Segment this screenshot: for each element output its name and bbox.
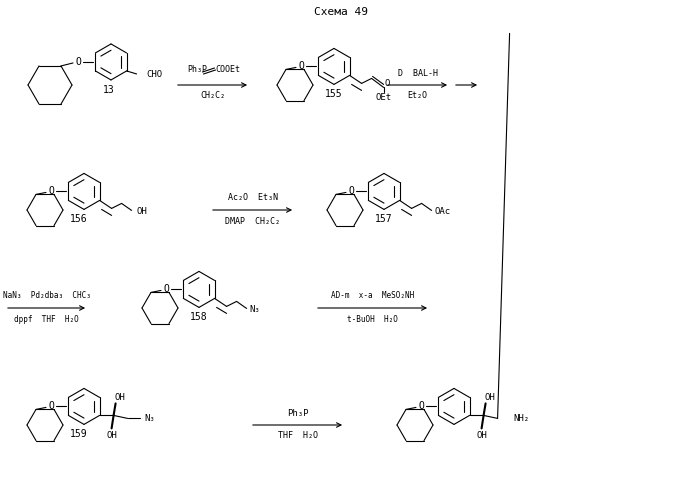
Text: O: O xyxy=(163,284,169,294)
Text: t-BuOH  H₂O: t-BuOH H₂O xyxy=(347,314,398,324)
Text: D  BAL-H: D BAL-H xyxy=(398,68,438,78)
Text: dppf  THF  H₂O: dppf THF H₂O xyxy=(14,314,79,324)
Text: 159: 159 xyxy=(70,430,88,440)
Text: AD-m  x-a  MeSO₂NH: AD-m x-a MeSO₂NH xyxy=(331,292,414,300)
Text: NaN₃  Pd₂dba₃  CHC₃: NaN₃ Pd₂dba₃ CHC₃ xyxy=(3,292,90,300)
Text: OH: OH xyxy=(484,393,495,402)
Text: Ph₃P: Ph₃P xyxy=(287,408,308,418)
Text: O: O xyxy=(298,62,304,72)
Text: CHO: CHO xyxy=(147,70,163,80)
Text: Et₂O: Et₂O xyxy=(408,92,428,100)
Text: N₃: N₃ xyxy=(249,305,260,314)
Text: O: O xyxy=(348,186,354,196)
Text: OEt: OEt xyxy=(376,93,391,102)
Text: 157: 157 xyxy=(375,214,393,224)
Text: O: O xyxy=(385,79,390,88)
Text: CH₂C₂: CH₂C₂ xyxy=(200,90,225,100)
Text: Ac₂O  Et₃N: Ac₂O Et₃N xyxy=(227,192,277,202)
Text: O: O xyxy=(48,186,54,196)
Text: THF  H₂O: THF H₂O xyxy=(277,432,318,440)
Text: 13: 13 xyxy=(103,85,115,95)
Text: OH: OH xyxy=(107,431,117,440)
Text: Ph₃P: Ph₃P xyxy=(188,66,208,74)
Text: 155: 155 xyxy=(325,90,343,100)
Text: O: O xyxy=(75,57,81,67)
Text: OAc: OAc xyxy=(434,207,451,216)
Text: OH: OH xyxy=(136,207,147,216)
Text: 158: 158 xyxy=(190,312,208,322)
Text: O: O xyxy=(418,402,424,411)
Text: OH: OH xyxy=(114,393,125,402)
Text: OH: OH xyxy=(476,431,487,440)
Text: O: O xyxy=(48,402,54,411)
Text: COOEt: COOEt xyxy=(215,66,240,74)
Text: N₃: N₃ xyxy=(144,414,155,423)
Text: 156: 156 xyxy=(70,214,88,224)
Text: Схема 49: Схема 49 xyxy=(314,7,368,17)
Text: NH₂: NH₂ xyxy=(514,414,529,423)
Text: DMAP  CH₂C₂: DMAP CH₂C₂ xyxy=(225,218,280,226)
